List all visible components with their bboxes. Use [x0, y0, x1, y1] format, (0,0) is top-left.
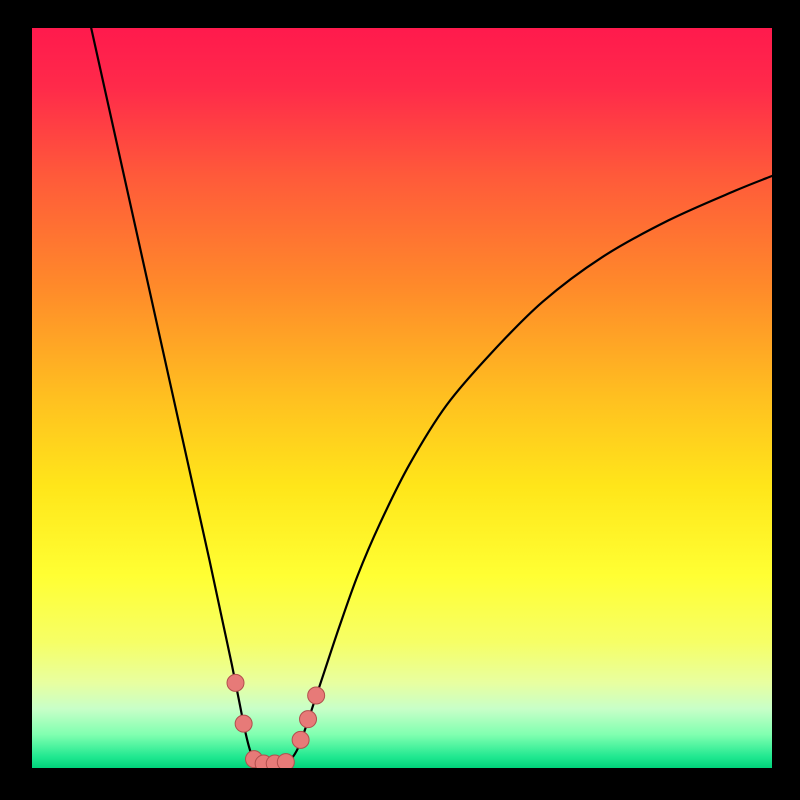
marker-point — [292, 731, 309, 748]
stage: TheBottleneck.com — [0, 0, 800, 800]
marker-point — [227, 674, 244, 691]
marker-point — [300, 711, 317, 728]
marker-point — [277, 754, 294, 768]
frame-right — [772, 0, 800, 800]
marker-point — [308, 687, 325, 704]
plot-area — [32, 28, 772, 768]
frame-left — [0, 0, 32, 800]
frame-top — [0, 0, 800, 28]
gradient-background — [32, 28, 772, 768]
plot-svg — [32, 28, 772, 768]
marker-point — [235, 715, 252, 732]
frame-bottom — [0, 768, 800, 800]
